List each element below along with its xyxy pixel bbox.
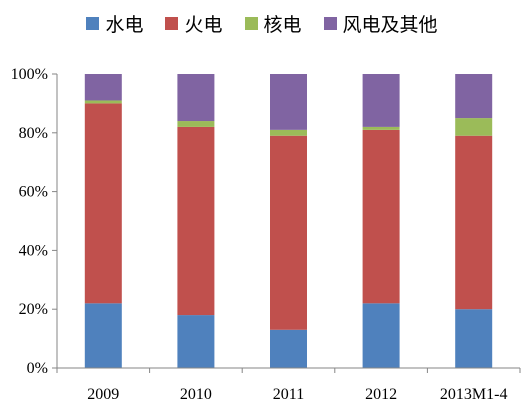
x-tick-label: 2009	[87, 386, 119, 403]
bar-segment	[84, 100, 122, 104]
legend-item-wind-other: 风电及其他	[323, 10, 438, 37]
y-tick-label: 20%	[19, 301, 48, 318]
y-tick-label: 40%	[19, 242, 48, 259]
bar-segment	[455, 135, 493, 310]
legend-swatch-thermal	[165, 17, 179, 30]
bar-segment	[177, 121, 215, 127]
legend-item-hydro: 水电	[86, 10, 143, 37]
legend-swatch-hydro	[86, 17, 100, 30]
bar-segment	[270, 329, 307, 368]
bar-segment	[455, 118, 493, 136]
bar-segment	[455, 74, 493, 119]
legend-swatch-wind-other	[323, 17, 337, 30]
legend-label-hydro: 水电	[105, 14, 144, 36]
y-tick-label: 60%	[19, 184, 48, 201]
bar-segment	[84, 303, 122, 368]
y-tick-label: 100%	[11, 66, 48, 83]
bar-segment	[362, 303, 400, 368]
legend: 水电 火电 核电 风电及其他	[0, 10, 524, 37]
y-tick-label: 80%	[19, 125, 48, 142]
bar-segment	[84, 103, 122, 304]
bar-segment	[362, 126, 400, 130]
x-tick-label: 2013M1-4	[440, 386, 508, 403]
x-tick-label: 2012	[365, 386, 397, 403]
legend-label-nuclear: 核电	[263, 14, 302, 36]
legend-label-wind-other: 风电及其他	[342, 14, 438, 36]
bar-segment	[362, 129, 400, 304]
legend-label-thermal: 火电	[184, 14, 223, 36]
legend-swatch-nuclear	[244, 17, 258, 30]
bar-segment	[177, 126, 215, 316]
bar-segment	[177, 315, 215, 368]
bar-segment	[270, 74, 307, 130]
bar-segment	[177, 74, 215, 122]
y-tick-label: 0%	[27, 360, 48, 377]
bar-segment	[270, 135, 307, 330]
x-tick-label: 2011	[273, 386, 304, 403]
x-tick-label: 2010	[180, 386, 212, 403]
bar-segment	[362, 74, 400, 127]
bar-segment	[270, 129, 307, 136]
bar-segment	[455, 309, 493, 368]
legend-item-nuclear: 核电	[244, 10, 302, 37]
bar-segment	[84, 74, 122, 101]
legend-item-thermal: 火电	[165, 10, 223, 37]
